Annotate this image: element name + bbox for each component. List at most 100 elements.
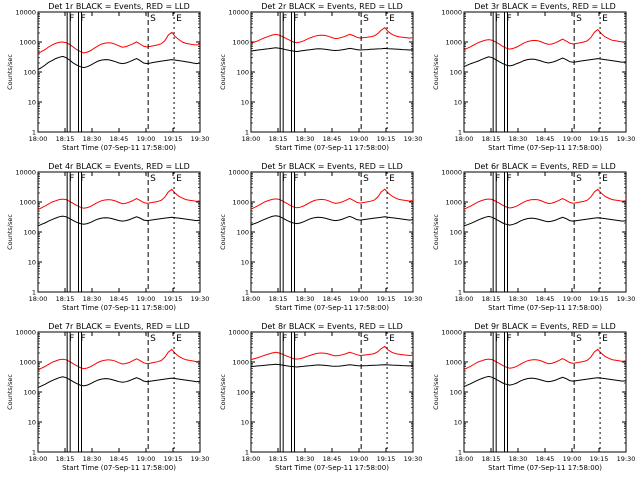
x-tick-label: 18:00 [242,295,261,303]
events-series-line [37,55,201,71]
marker-label: S [363,14,369,24]
chart-panel-7: Det 7r BLACK = Events, RED = LLD 1 10 100 10… [6,322,209,472]
events-series-line [250,47,414,53]
chart-panel-1: Det 1r BLACK = Events, RED = LLD 1 10 100 10… [6,2,209,152]
x-tick-label: 18:30 [83,455,102,463]
x-tick-label: 18:00 [29,135,48,143]
y-tick-label: 100 [24,69,36,77]
x-tick-label: 19:30 [404,295,423,303]
y-tick-label: 100 [237,389,249,397]
x-tick-label: 19:30 [191,455,210,463]
marker-label: F [282,14,287,24]
y-tick-label: 10 [454,419,462,427]
y-axis-label: Counts/sec [432,54,440,90]
y-tick-label: 100 [24,389,36,397]
marker-label: S [363,174,369,184]
y-tick-label: 1 [245,129,249,137]
chart-title: Det 9r BLACK = Events, RED = LLD [474,322,616,331]
x-tick-label: 19:30 [404,135,423,143]
y-tick-label: 100 [237,229,249,237]
marker-label: F [507,14,512,24]
chart-panel-8: Det 8r BLACK = Events, RED = LLD 1 10 100 10… [219,322,422,472]
x-axis-label: Start Time (07-Sep-11 17:58:00) [488,304,602,312]
lld-series-line [250,188,414,210]
y-tick-label: 100 [450,229,462,237]
x-axis-label: Start Time (07-Sep-11 17:58:00) [62,144,176,152]
marker-label: E [176,14,182,24]
marker-label: E [176,334,182,344]
x-tick-label: 19:30 [617,455,636,463]
y-tick-label: 1 [32,449,36,457]
x-tick-label: 18:45 [323,135,342,143]
x-tick-label: 19:30 [617,295,636,303]
lld-series-line [463,188,627,210]
x-tick-label: 18:30 [83,295,102,303]
y-axis-label: Counts/sec [432,214,440,250]
y-axis-label: Counts/sec [219,54,227,90]
plot-frame [463,171,627,293]
marker-label: S [150,334,156,344]
lld-series-line [463,28,627,51]
y-tick-label: 10000 [228,9,249,17]
x-tick-label: 19:15 [377,295,396,303]
x-tick-label: 18:15 [56,135,75,143]
x-tick-label: 19:30 [191,295,210,303]
x-tick-label: 19:00 [563,455,582,463]
chart-panel-6: Det 6r BLACK = Events, RED = LLD 1 10 100 10… [432,162,635,312]
x-tick-label: 18:15 [269,135,288,143]
marker-label: E [389,174,395,184]
events-series-line [250,363,414,368]
x-tick-label: 19:30 [191,135,210,143]
x-tick-label: 18:00 [455,295,474,303]
y-axis-label: Counts/sec [432,374,440,410]
x-tick-label: 18:30 [296,295,315,303]
x-tick-label: 19:15 [164,295,183,303]
x-tick-label: 18:45 [536,135,555,143]
y-tick-label: 100 [450,69,462,77]
y-axis-label: Counts/sec [219,374,227,410]
x-tick-label: 18:15 [269,455,288,463]
y-tick-label: 10000 [15,9,36,17]
chart-panel-3: Det 3r BLACK = Events, RED = LLD 1 10 100 10… [432,2,635,152]
x-tick-label: 19:00 [137,135,156,143]
x-tick-label: 18:15 [56,295,75,303]
x-tick-label: 19:00 [563,135,582,143]
y-tick-label: 1000 [445,199,462,207]
y-tick-label: 1 [245,289,249,297]
marker-label: F [69,334,74,344]
x-axis-label: Start Time (07-Sep-11 17:58:00) [488,144,602,152]
x-tick-label: 18:30 [296,455,315,463]
plot-frame [463,331,627,453]
chart-title: Det 2r BLACK = Events, RED = LLD [261,2,403,11]
lld-series-line [37,31,201,54]
x-tick-label: 18:45 [536,455,555,463]
y-tick-label: 100 [450,389,462,397]
x-tick-label: 19:00 [137,295,156,303]
x-tick-label: 18:45 [323,455,342,463]
y-tick-label: 1000 [232,359,249,367]
lld-series-line [250,27,414,44]
y-tick-label: 10000 [441,329,462,337]
marker-label: F [69,174,74,184]
marker-label: S [576,174,582,184]
marker-label: F [81,174,86,184]
x-axis-label: Start Time (07-Sep-11 17:58:00) [275,304,389,312]
x-tick-label: 19:15 [590,455,609,463]
x-tick-label: 19:30 [404,455,423,463]
x-tick-label: 19:30 [617,135,636,143]
x-axis-label: Start Time (07-Sep-11 17:58:00) [62,464,176,472]
y-tick-label: 1000 [19,199,36,207]
y-tick-label: 1000 [19,359,36,367]
x-tick-label: 18:15 [482,295,501,303]
chart-title: Det 4r BLACK = Events, RED = LLD [48,162,190,171]
x-tick-label: 19:00 [350,295,369,303]
y-tick-label: 1 [32,289,36,297]
y-tick-label: 1000 [232,199,249,207]
chart-panel-5: Det 5r BLACK = Events, RED = LLD 1 10 100 10… [219,162,422,312]
marker-label: E [389,334,395,344]
y-tick-label: 1000 [19,39,36,47]
y-tick-label: 10 [241,259,249,267]
marker-label: F [507,334,512,344]
marker-label: F [294,334,299,344]
